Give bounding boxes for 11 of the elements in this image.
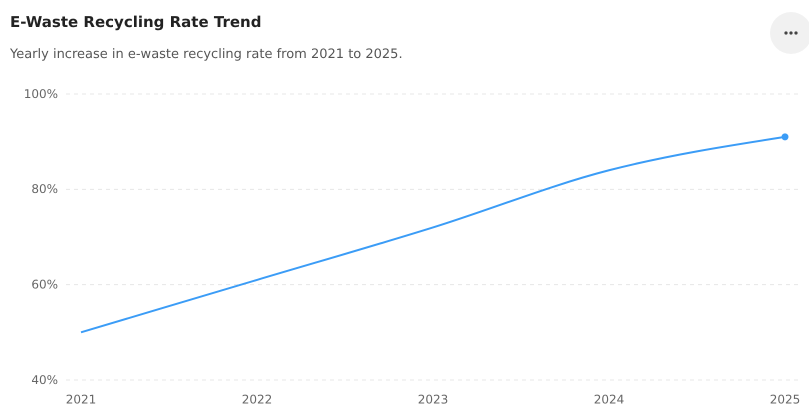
y-tick-label: 60% — [31, 278, 58, 292]
y-tick-label: 40% — [31, 372, 58, 387]
x-tick-label: 2023 — [418, 392, 448, 407]
x-tick-label: 2021 — [66, 392, 96, 407]
chart-title: E-Waste Recycling Rate Trend — [10, 13, 262, 31]
x-tick-label: 2025 — [770, 392, 800, 407]
x-tick-label: 2024 — [594, 392, 624, 407]
y-tick-label: 80% — [31, 182, 58, 196]
chart-subtitle: Yearly increase in e-waste recycling rate from 2021 to 2025. — [9, 47, 403, 62]
x-tick-label: 2022 — [242, 392, 272, 407]
y-tick-label: 100% — [24, 86, 58, 101]
